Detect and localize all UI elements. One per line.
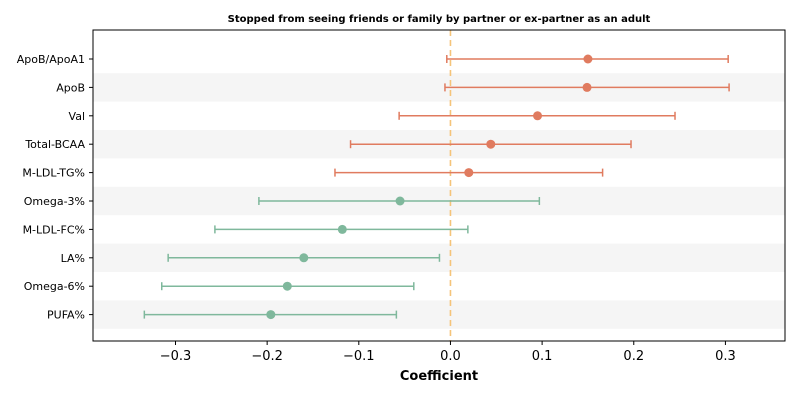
x-axis-ticks: −0.3 −0.2 −0.1 0.0 0.1 0.2 0.3 bbox=[160, 341, 736, 364]
estimate-row bbox=[334, 168, 604, 178]
y-tick-label: LA% bbox=[61, 252, 85, 265]
y-tick-label: Val bbox=[69, 110, 85, 123]
estimate-row bbox=[167, 253, 441, 263]
y-axis-ticks: ApoB/ApoA1 ApoB Val Total-BCAA M-LDL-TG% Omeg… bbox=[17, 53, 93, 322]
x-tick-label: −0.2 bbox=[251, 349, 283, 364]
x-tick-label: −0.3 bbox=[160, 349, 192, 364]
chart-title: Stopped from seeing friends or family by… bbox=[228, 14, 651, 25]
x-tick-label: −0.1 bbox=[343, 349, 375, 364]
point-estimate bbox=[395, 196, 405, 206]
x-axis-label: Coefficient bbox=[400, 369, 478, 384]
point-estimate bbox=[266, 310, 276, 320]
estimate-row bbox=[349, 139, 632, 149]
point-estimate bbox=[282, 281, 292, 291]
point-estimate bbox=[583, 54, 593, 64]
point-estimate bbox=[299, 253, 309, 263]
y-tick-label: Omega-6% bbox=[24, 280, 85, 293]
x-tick-label: 0.0 bbox=[440, 349, 461, 364]
point-estimate bbox=[486, 139, 496, 149]
y-tick-label: M-LDL-FC% bbox=[23, 223, 85, 236]
estimate-row bbox=[446, 54, 729, 64]
estimate-marks bbox=[143, 54, 730, 320]
point-estimate bbox=[464, 168, 474, 178]
y-tick-label: Total-BCAA bbox=[24, 138, 85, 151]
x-tick-label: 0.2 bbox=[623, 349, 644, 364]
x-tick-label: 0.3 bbox=[715, 349, 736, 364]
y-tick-label: ApoB bbox=[56, 81, 85, 94]
y-tick-label: M-LDL-TG% bbox=[22, 167, 85, 180]
point-estimate bbox=[337, 224, 347, 234]
estimate-row bbox=[398, 111, 676, 121]
estimate-row bbox=[160, 281, 415, 291]
estimate-row bbox=[143, 310, 398, 320]
plot-frame bbox=[92, 29, 786, 342]
estimate-row bbox=[258, 196, 541, 206]
y-tick-label: PUFA% bbox=[47, 309, 85, 322]
y-tick-label: Omega-3% bbox=[24, 195, 85, 208]
point-estimate bbox=[533, 111, 543, 121]
estimate-row bbox=[214, 224, 469, 234]
point-estimate bbox=[582, 82, 592, 92]
y-tick-label: ApoB/ApoA1 bbox=[17, 53, 85, 66]
estimate-row bbox=[444, 82, 730, 92]
x-tick-label: 0.1 bbox=[532, 349, 553, 364]
